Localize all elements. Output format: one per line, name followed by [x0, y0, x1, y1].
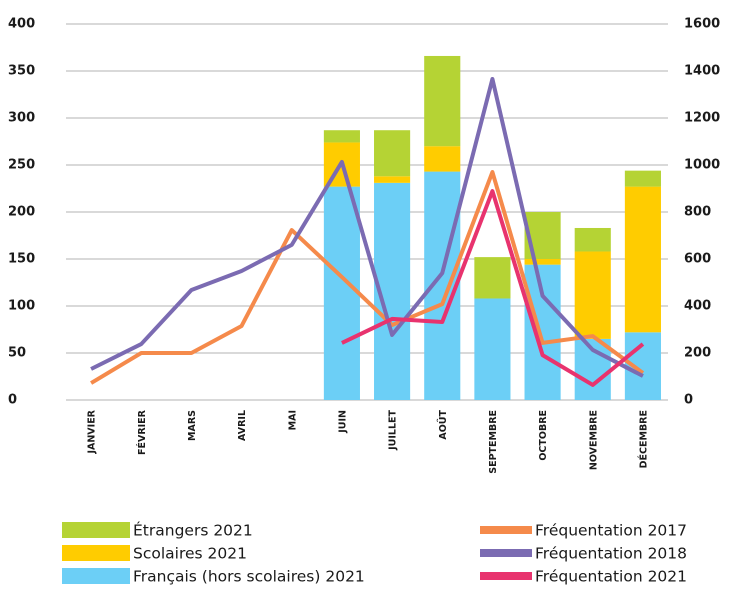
- bar-segment: [474, 298, 511, 400]
- y-tick-label: 350: [8, 64, 35, 79]
- bar-segment: [323, 186, 360, 400]
- y2-tick-label: 800: [684, 205, 711, 220]
- bar-segment: [474, 257, 511, 299]
- legend-swatch: [480, 572, 532, 580]
- legend-label: Étrangers 2021: [133, 521, 253, 540]
- line-series: [341, 189, 645, 387]
- y-tick-label: 200: [8, 205, 35, 220]
- y-tick-label: 150: [8, 252, 35, 267]
- x-tick-label: AOÛT: [437, 409, 449, 439]
- bar-segment: [424, 146, 461, 172]
- bar-segment: [624, 170, 661, 187]
- x-tick-label: JUILLET: [388, 409, 399, 450]
- x-tick-label: OCTOBRE: [538, 410, 549, 461]
- y-tick-label: 250: [8, 158, 35, 173]
- legend-swatch: [480, 549, 532, 557]
- x-tick-label: AVRIL: [237, 410, 248, 441]
- y2-tick-label: 400: [684, 299, 711, 314]
- x-tick-label: JUIN: [337, 410, 348, 434]
- bar-segment: [574, 227, 611, 252]
- y2-tick-label: 1000: [684, 158, 720, 173]
- legend-swatch: [480, 526, 532, 534]
- legend-swatch: [62, 568, 130, 584]
- x-tick-label: FÉVRIER: [136, 409, 148, 455]
- legend-label: Français (hors scolaires) 2021: [133, 568, 365, 586]
- y2-tick-label: 1600: [684, 17, 720, 32]
- legend-label: Fréquentation 2018: [535, 545, 687, 563]
- legend-swatch: [62, 545, 130, 561]
- bar-segment: [374, 176, 411, 183]
- y2-tick-label: 0: [684, 393, 693, 408]
- x-tick-label: DÉCEMBRE: [637, 410, 649, 468]
- legend-label: Scolaires 2021: [133, 545, 247, 563]
- bar-segment: [424, 55, 461, 147]
- bar-segment: [624, 186, 661, 333]
- line-series: [90, 76, 644, 378]
- y2-tick-label: 1200: [684, 111, 720, 126]
- y-tick-label: 0: [8, 393, 17, 408]
- bar-segment: [323, 130, 360, 143]
- legend-label: Fréquentation 2021: [535, 568, 687, 586]
- legend-label: Fréquentation 2017: [535, 522, 687, 540]
- bar-segment: [524, 264, 561, 400]
- bar-segment: [524, 259, 561, 265]
- x-tick-label: SEPTEMBRE: [488, 410, 499, 474]
- y-tick-label: 50: [8, 346, 26, 361]
- x-tick-label: MAI: [287, 410, 298, 430]
- legend-swatch: [62, 522, 130, 538]
- x-tick-label: MARS: [187, 410, 198, 441]
- x-tick-label: NOVEMBRE: [588, 410, 599, 470]
- y2-tick-label: 200: [684, 346, 711, 361]
- y2-tick-label: 1400: [684, 64, 720, 79]
- y-tick-label: 400: [8, 17, 35, 32]
- line-series: [90, 170, 645, 385]
- bar-segment: [374, 130, 411, 177]
- y-tick-label: 300: [8, 111, 35, 126]
- bar-segment: [574, 251, 611, 339]
- y2-tick-label: 600: [684, 252, 711, 267]
- y-tick-label: 100: [8, 299, 35, 314]
- x-tick-label: JANVIER: [87, 409, 98, 454]
